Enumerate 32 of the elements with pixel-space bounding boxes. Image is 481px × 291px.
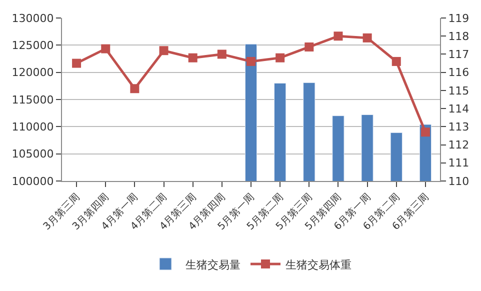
- point: [217, 50, 226, 59]
- point: [420, 128, 430, 137]
- point: [101, 44, 110, 54]
- y2-tick-label: 113: [448, 120, 470, 134]
- y-tick-label: 100000: [12, 174, 54, 188]
- point: [304, 42, 314, 52]
- y-tick-label: 105000: [12, 148, 54, 161]
- y2-tick-label: 119: [448, 12, 470, 25]
- y2-tick-label: 112: [448, 138, 470, 152]
- y2-tick-label: 114: [448, 102, 470, 116]
- point: [276, 53, 285, 62]
- y2-tick-label: 117: [448, 48, 470, 62]
- y2-tick-label: 118: [448, 30, 470, 43]
- point: [188, 53, 198, 62]
- point: [159, 46, 168, 56]
- y2-tick-label: 111: [448, 156, 470, 170]
- y-tick-label: 120000: [12, 66, 54, 80]
- point: [334, 32, 343, 41]
- legend-label: 生猪交易体重: [286, 258, 352, 272]
- y2-tick-label: 116: [448, 66, 470, 80]
- y-tick-label: 110000: [12, 120, 54, 134]
- point: [392, 56, 401, 66]
- point: [246, 56, 256, 66]
- point: [72, 58, 82, 68]
- y-tick-label: 125000: [12, 39, 54, 52]
- y-tick-label: 115000: [12, 93, 54, 106]
- legend-label: 生猪交易量: [186, 258, 240, 272]
- point: [362, 33, 372, 42]
- y2-tick-label: 115: [448, 84, 470, 98]
- point: [130, 84, 140, 94]
- y-tick-label: 130000: [12, 12, 54, 25]
- y2-tick-label: 110: [448, 174, 470, 188]
